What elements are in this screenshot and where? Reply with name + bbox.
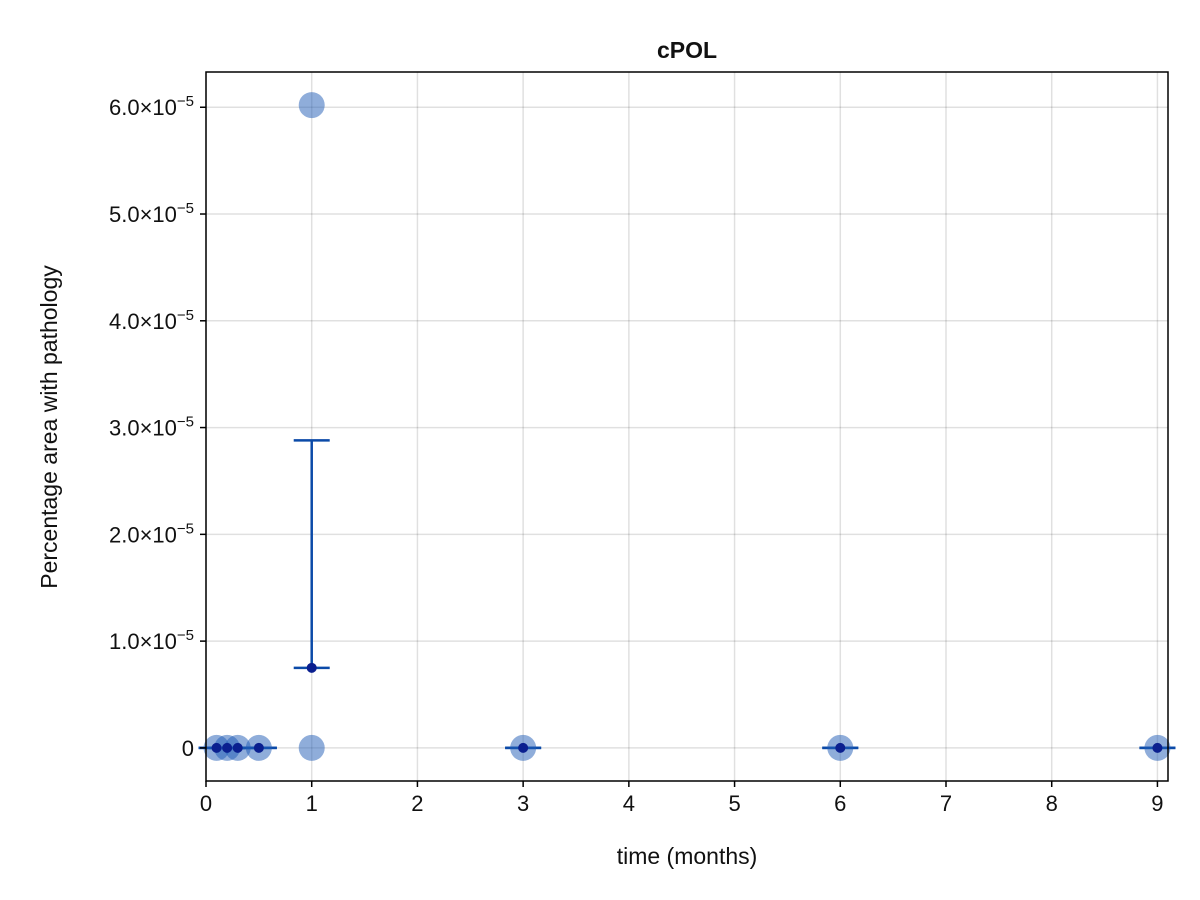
x-tick-label-4: 4 bbox=[623, 791, 635, 816]
mean-marker-2 bbox=[232, 742, 243, 753]
x-tick-label-2: 2 bbox=[411, 791, 423, 816]
mean-marker-6 bbox=[835, 742, 846, 753]
y-axis-label: Percentage area with pathology bbox=[36, 265, 62, 589]
x-tick-label-3: 3 bbox=[517, 791, 529, 816]
y-tick-label-2: 2.0×10−5 bbox=[109, 520, 194, 547]
x-axis-ticks: 0 1 2 3 4 5 6 7 8 9 bbox=[200, 781, 1164, 816]
data-point-5 bbox=[298, 92, 325, 119]
mean-marker-7 bbox=[1152, 742, 1163, 753]
chart-title: cPOL bbox=[657, 37, 717, 63]
y-tick-label-4: 4.0×10−5 bbox=[109, 307, 194, 334]
mean-marker-0 bbox=[211, 742, 222, 753]
errorbars bbox=[198, 439, 1176, 750]
mean-marker-5 bbox=[518, 742, 529, 753]
x-tick-label-1: 1 bbox=[306, 791, 318, 816]
y-tick-label-6: 6.0×10−5 bbox=[109, 93, 194, 120]
y-tick-label-0: 0 bbox=[182, 736, 194, 761]
plot-frame bbox=[205, 71, 1169, 782]
x-axis-label: time (months) bbox=[617, 843, 758, 869]
x-tick-label-9: 9 bbox=[1151, 791, 1163, 816]
x-tick-label-0: 0 bbox=[200, 791, 212, 816]
mean-marker-1 bbox=[222, 742, 233, 753]
mean-marker-4 bbox=[306, 662, 317, 673]
x-tick-label-8: 8 bbox=[1046, 791, 1058, 816]
x-tick-label-7: 7 bbox=[940, 791, 952, 816]
y-axis-ticks: 0 1.0×10−5 2.0×10−5 3.0×10−5 4.0×10−5 5.0×10−… bbox=[109, 93, 206, 761]
data-point-4 bbox=[298, 734, 325, 761]
data-points bbox=[203, 92, 1171, 761]
mean-markers bbox=[211, 662, 1163, 753]
x-tick-label-6: 6 bbox=[834, 791, 846, 816]
y-tick-label-1: 1.0×10−5 bbox=[109, 627, 194, 654]
x-tick-label-5: 5 bbox=[728, 791, 740, 816]
y-tick-label-5: 5.0×10−5 bbox=[109, 200, 194, 227]
grid bbox=[205, 72, 1168, 781]
mean-marker-3 bbox=[253, 742, 264, 753]
y-tick-label-3: 3.0×10−5 bbox=[109, 414, 194, 441]
